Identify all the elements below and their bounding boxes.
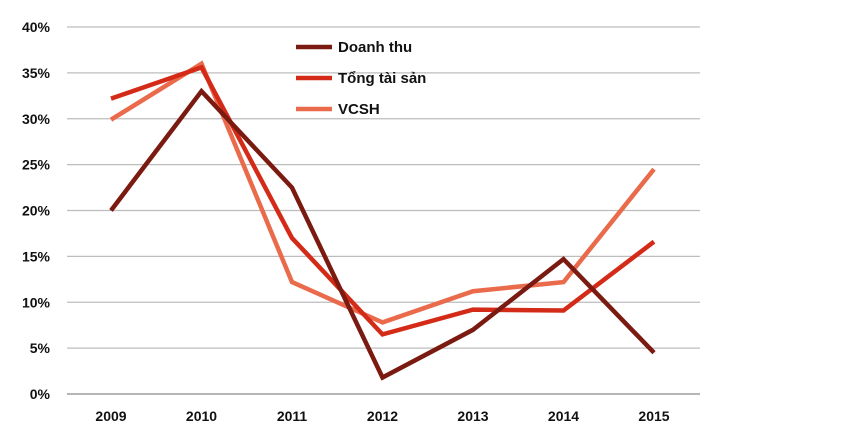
x-tick-label: 2009: [95, 408, 126, 424]
x-tick-label: 2015: [638, 408, 669, 424]
y-tick-label: 10%: [22, 294, 51, 310]
y-tick-label: 20%: [22, 203, 51, 219]
gridlines: [67, 26, 700, 349]
y-tick-label: 35%: [22, 65, 51, 81]
y-tick-label: 5%: [30, 340, 51, 356]
legend-label: Tổng tài sản: [338, 70, 426, 87]
y-tick-label: 30%: [22, 111, 51, 127]
y-tick-label: 40%: [22, 19, 51, 35]
legend-label: VCSH: [338, 101, 380, 118]
series-lines: [109, 60, 656, 381]
x-tick-label: 2012: [367, 408, 398, 424]
legend: Doanh thu Tổng tài sản VCSH: [296, 39, 426, 118]
x-tick-label: 2010: [186, 408, 217, 424]
series-line-1: [110, 64, 656, 337]
axes: 0% 5% 10% 15% 20% 25% 30% 35% 40% 2009 2010 2011 201…: [22, 19, 700, 424]
x-tick-label: 2011: [277, 408, 308, 424]
y-tick-label: 0%: [30, 386, 51, 402]
y-tick-label: 25%: [22, 157, 51, 173]
y-tick-label: 15%: [22, 248, 51, 264]
x-tick-label: 2014: [548, 408, 579, 424]
legend-label: Doanh thu: [338, 39, 412, 56]
x-tick-label: 2013: [457, 408, 488, 424]
